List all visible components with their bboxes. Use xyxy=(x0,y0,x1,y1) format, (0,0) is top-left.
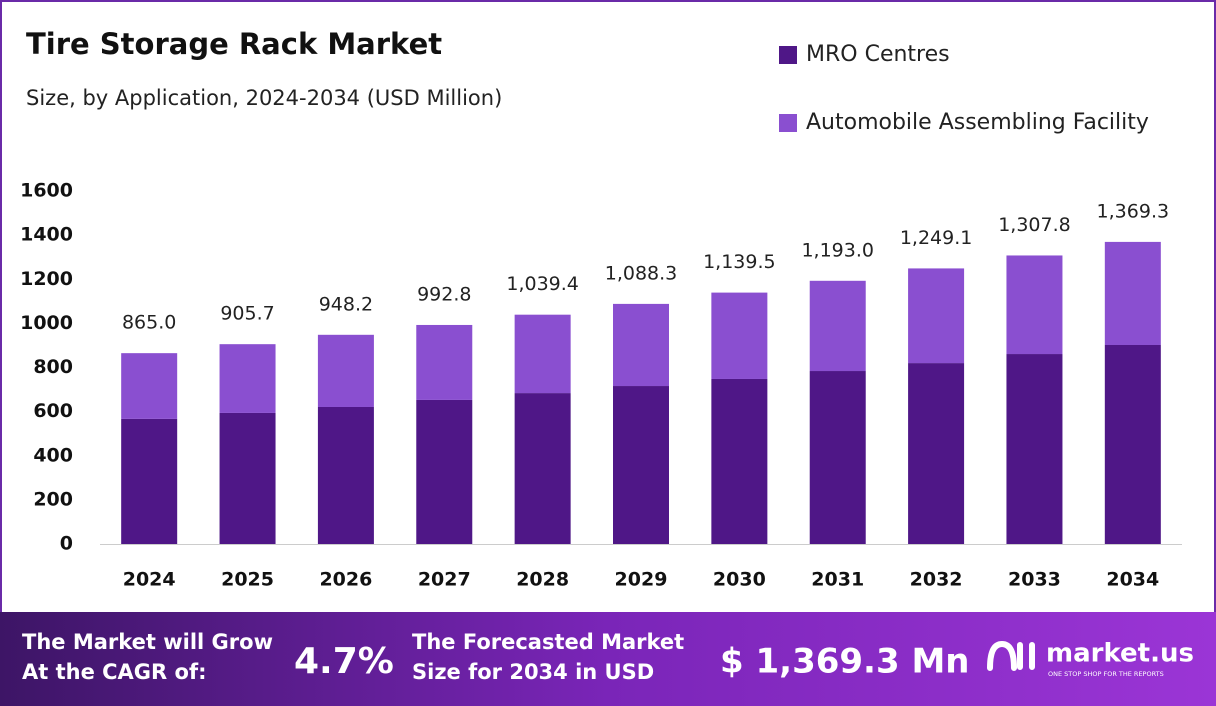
total-label: 1,249.1 xyxy=(900,227,973,249)
tagline: ONE STOP SHOP FOR THE REPORTS xyxy=(1048,670,1164,678)
y-tick-label: 0 xyxy=(60,533,73,555)
total-label: 1,307.8 xyxy=(998,214,1071,236)
total-label: 1,139.5 xyxy=(703,251,776,273)
bar-segment xyxy=(121,353,178,419)
bar-segment xyxy=(514,314,571,394)
y-tick-label: 1400 xyxy=(20,224,73,246)
bar-segment xyxy=(1104,241,1161,345)
chart-subtitle: Size, by Application, 2024-2034 (USD Mil… xyxy=(26,86,502,110)
x-tick-label: 2027 xyxy=(418,569,471,591)
y-tick-label: 200 xyxy=(33,488,73,510)
cagr-value: 4.7% xyxy=(294,641,394,682)
chart-title: Tire Storage Rack Market xyxy=(26,27,442,61)
y-tick-label: 1000 xyxy=(20,312,73,334)
total-label: 1,088.3 xyxy=(605,262,678,284)
bar-segment xyxy=(809,280,866,372)
bar-segment xyxy=(613,303,669,387)
legend-label: Automobile Assembling Facility xyxy=(806,110,1149,135)
bar-segment xyxy=(219,344,276,413)
x-tick-label: 2026 xyxy=(319,569,372,591)
bar-segment xyxy=(416,399,473,544)
bar-segment xyxy=(908,363,965,544)
legend-swatch xyxy=(779,46,797,64)
forecast-value: $ 1,369.3 Mn xyxy=(720,642,970,682)
total-label: 1,039.4 xyxy=(506,273,579,295)
brand-logo xyxy=(987,640,1035,671)
forecast-text: Size for 2034 in USD xyxy=(412,660,654,684)
total-label: 1,369.3 xyxy=(1097,200,1170,222)
cagr-text: The Market will Grow xyxy=(22,630,273,654)
bar-segment xyxy=(514,393,571,544)
y-tick-label: 800 xyxy=(33,356,73,378)
y-tick-label: 600 xyxy=(33,400,73,422)
bar-segment xyxy=(711,378,768,544)
total-label: 992.8 xyxy=(417,283,471,305)
x-tick-label: 2031 xyxy=(811,569,864,591)
total-label: 905.7 xyxy=(220,303,274,325)
x-tick-label: 2029 xyxy=(615,569,668,591)
y-tick-label: 1200 xyxy=(20,268,73,290)
x-tick-label: 2025 xyxy=(221,569,274,591)
bar-segment xyxy=(1104,344,1161,544)
bar-segment xyxy=(219,412,276,544)
x-tick-label: 2024 xyxy=(123,569,176,591)
bar-segment xyxy=(908,268,965,364)
bar-segment xyxy=(416,324,473,400)
x-tick-label: 2028 xyxy=(516,569,569,591)
y-tick-label: 1600 xyxy=(20,180,73,202)
total-label: 865.0 xyxy=(122,312,176,334)
x-tick-label: 2034 xyxy=(1106,569,1159,591)
total-label: 1,193.0 xyxy=(801,239,874,261)
y-tick-label: 400 xyxy=(33,444,73,466)
total-label: 948.2 xyxy=(319,293,373,315)
bar-segment xyxy=(1006,354,1063,544)
bar-segment xyxy=(613,386,669,544)
x-tick-label: 2030 xyxy=(713,569,766,591)
forecast-text: The Forecasted Market xyxy=(412,630,684,654)
bar-segment xyxy=(1006,255,1063,355)
bar-segment xyxy=(121,418,178,544)
x-tick-label: 2033 xyxy=(1008,569,1061,591)
legend-label: MRO Centres xyxy=(806,42,950,67)
cagr-text: At the CAGR of: xyxy=(22,660,207,684)
brand: market.us xyxy=(1046,639,1194,669)
x-tick-label: 2032 xyxy=(910,569,963,591)
bar-segment xyxy=(711,292,768,379)
bar-segment xyxy=(809,371,866,544)
bar-segment xyxy=(317,334,374,407)
bar-segment xyxy=(317,406,374,544)
legend-swatch xyxy=(779,114,797,132)
